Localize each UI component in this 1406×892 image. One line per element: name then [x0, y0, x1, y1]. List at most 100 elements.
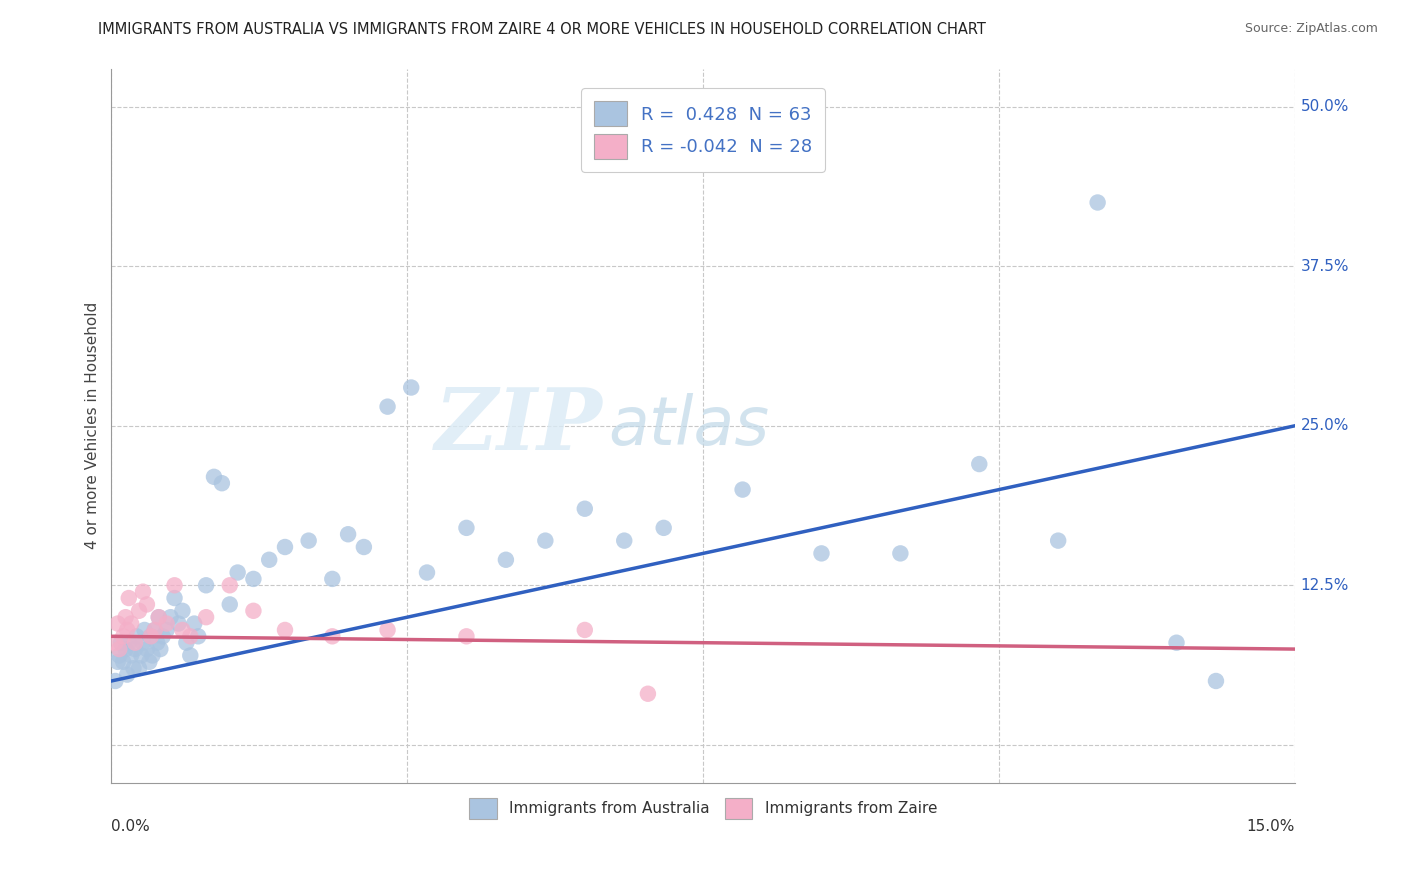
- Point: [456, 629, 478, 643]
- Point: [298, 533, 321, 548]
- Point: [131, 648, 153, 663]
- Text: 25.0%: 25.0%: [1301, 418, 1350, 434]
- Point: [139, 629, 162, 643]
- Point: [112, 655, 135, 669]
- Point: [108, 642, 131, 657]
- Point: [112, 629, 135, 643]
- Point: [122, 661, 145, 675]
- Point: [810, 546, 832, 560]
- Point: [1205, 673, 1227, 688]
- Point: [141, 648, 163, 663]
- Point: [257, 553, 280, 567]
- Point: [652, 521, 675, 535]
- Text: 37.5%: 37.5%: [1301, 259, 1350, 274]
- Point: [148, 610, 170, 624]
- Point: [115, 623, 138, 637]
- Point: [156, 616, 179, 631]
- Point: [134, 623, 156, 637]
- Point: [132, 636, 155, 650]
- Point: [242, 604, 264, 618]
- Point: [218, 598, 240, 612]
- Point: [172, 604, 194, 618]
- Point: [135, 598, 157, 612]
- Point: [148, 610, 170, 624]
- Point: [110, 636, 132, 650]
- Point: [534, 533, 557, 548]
- Point: [183, 616, 205, 631]
- Point: [107, 655, 129, 669]
- Point: [218, 578, 240, 592]
- Point: [321, 629, 343, 643]
- Point: [969, 457, 991, 471]
- Point: [274, 623, 297, 637]
- Point: [274, 540, 297, 554]
- Point: [456, 521, 478, 535]
- Point: [321, 572, 343, 586]
- Point: [104, 636, 127, 650]
- Point: [146, 636, 169, 650]
- Point: [163, 578, 186, 592]
- Point: [124, 642, 146, 657]
- Text: 50.0%: 50.0%: [1301, 99, 1350, 114]
- Point: [114, 610, 136, 624]
- Point: [124, 636, 146, 650]
- Text: ZIP: ZIP: [434, 384, 603, 467]
- Point: [353, 540, 375, 554]
- Point: [1166, 636, 1188, 650]
- Point: [495, 553, 517, 567]
- Point: [574, 623, 596, 637]
- Point: [163, 591, 186, 605]
- Point: [211, 476, 233, 491]
- Point: [399, 380, 422, 394]
- Point: [143, 623, 166, 637]
- Point: [337, 527, 360, 541]
- Text: atlas: atlas: [609, 392, 769, 458]
- Point: [120, 648, 142, 663]
- Text: Source: ZipAtlas.com: Source: ZipAtlas.com: [1244, 22, 1378, 36]
- Point: [128, 604, 150, 618]
- Point: [889, 546, 911, 560]
- Point: [195, 610, 218, 624]
- Point: [156, 623, 179, 637]
- Point: [108, 648, 131, 663]
- Point: [172, 623, 194, 637]
- Legend: Immigrants from Australia, Immigrants from Zaire: Immigrants from Australia, Immigrants fr…: [463, 791, 943, 825]
- Point: [226, 566, 249, 580]
- Point: [118, 636, 141, 650]
- Point: [132, 584, 155, 599]
- Point: [416, 566, 439, 580]
- Point: [114, 642, 136, 657]
- Point: [187, 629, 209, 643]
- Point: [118, 591, 141, 605]
- Point: [159, 610, 181, 624]
- Point: [125, 629, 148, 643]
- Point: [179, 648, 201, 663]
- Point: [176, 636, 198, 650]
- Text: 12.5%: 12.5%: [1301, 578, 1350, 593]
- Point: [179, 629, 201, 643]
- Point: [152, 629, 174, 643]
- Point: [637, 687, 659, 701]
- Point: [107, 616, 129, 631]
- Point: [202, 470, 225, 484]
- Point: [104, 673, 127, 688]
- Point: [377, 400, 399, 414]
- Point: [377, 623, 399, 637]
- Point: [135, 642, 157, 657]
- Point: [128, 661, 150, 675]
- Point: [139, 629, 162, 643]
- Point: [1047, 533, 1070, 548]
- Point: [242, 572, 264, 586]
- Y-axis label: 4 or more Vehicles in Household: 4 or more Vehicles in Household: [86, 302, 100, 549]
- Point: [731, 483, 754, 497]
- Point: [120, 616, 142, 631]
- Point: [143, 623, 166, 637]
- Point: [138, 655, 160, 669]
- Point: [1087, 195, 1109, 210]
- Point: [167, 616, 190, 631]
- Point: [149, 642, 172, 657]
- Text: 0.0%: 0.0%: [111, 819, 150, 834]
- Text: IMMIGRANTS FROM AUSTRALIA VS IMMIGRANTS FROM ZAIRE 4 OR MORE VEHICLES IN HOUSEHO: IMMIGRANTS FROM AUSTRALIA VS IMMIGRANTS …: [98, 22, 986, 37]
- Text: 15.0%: 15.0%: [1247, 819, 1295, 834]
- Point: [115, 667, 138, 681]
